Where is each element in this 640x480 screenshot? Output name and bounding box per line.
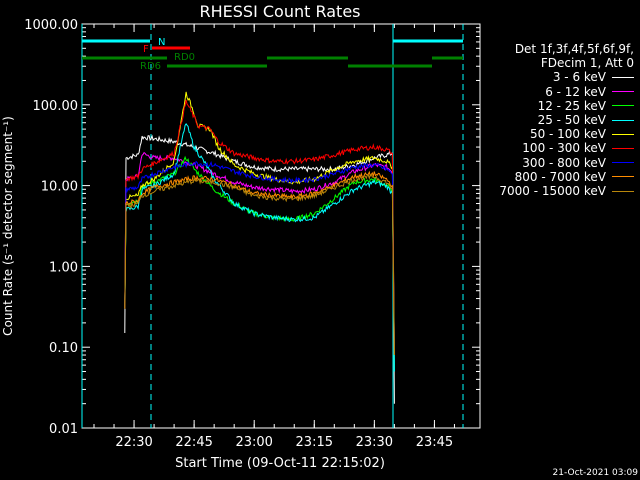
legend-item: 100 - 300 keV — [486, 141, 634, 155]
state-label: RD0 — [174, 52, 195, 63]
legend-swatch — [612, 133, 634, 135]
series-group — [124, 91, 395, 404]
state-label: F — [143, 44, 149, 55]
x-tick-label: 23:00 — [235, 435, 272, 450]
legend-swatch — [612, 105, 634, 107]
y-tick-label: 1.00 — [49, 260, 78, 275]
legend-swatch — [612, 190, 634, 192]
legend-item: 300 - 800 keV — [486, 156, 634, 170]
legend-label: 25 - 50 keV — [537, 113, 606, 128]
legend-item: 3 - 6 keV — [486, 70, 634, 84]
series-line-5 — [124, 99, 395, 356]
x-tick-label: 23:30 — [356, 435, 393, 450]
legend-swatch — [612, 162, 634, 164]
legend-label: 7000 - 15000 keV — [499, 184, 606, 199]
y-tick-label: 100.00 — [33, 99, 79, 114]
y-tick-label: 0.10 — [49, 341, 78, 356]
legend-swatch — [612, 148, 634, 150]
x-tick-label: 22:30 — [115, 435, 152, 450]
legend-label: 300 - 800 keV — [522, 155, 606, 170]
legend-swatch — [612, 176, 634, 178]
series-line-7 — [124, 170, 395, 356]
x-tick-label: 23:45 — [416, 435, 453, 450]
legend-header-line1: Det 1f,3f,4f,5f,6f,9f, — [514, 42, 634, 56]
y-tick-label: 10.00 — [41, 180, 78, 195]
legend-item: 800 - 7000 keV — [486, 170, 634, 184]
chart-title: RHESSI Count Rates — [200, 2, 361, 21]
series-line-4 — [124, 91, 395, 356]
x-tick-label: 23:15 — [296, 435, 333, 450]
legend-item: 50 - 100 keV — [486, 127, 634, 141]
legend-swatch — [612, 119, 634, 121]
y-tick-label: 0.01 — [49, 422, 78, 437]
legend-rows: 3 - 6 keV 6 - 12 keV 12 - 25 keV 25 - 50 ke… — [486, 70, 634, 198]
legend-item: 12 - 25 keV — [486, 99, 634, 113]
x-axis: 22:30 22:45 23:00 23:15 23:30 23:45 — [93, 24, 455, 450]
attenuator-state-bars: NF RD0 RD6 — [81, 24, 464, 428]
state-label: RD6 — [140, 61, 161, 72]
legend-label: 800 - 7000 keV — [514, 169, 606, 184]
legend-swatch — [612, 77, 634, 78]
legend-item: 25 - 50 keV — [486, 113, 634, 127]
y-axis-label: Count Rate (s⁻¹ detector segment⁻¹) — [1, 116, 15, 336]
legend: Det 1f,3f,4f,5f,6f,9f, FDecim 1, Att 0 3… — [486, 42, 634, 198]
render-timestamp: 21-Oct-2021 03:09 — [552, 468, 638, 478]
x-tick-label: 22:45 — [175, 435, 212, 450]
legend-label: 100 - 300 keV — [522, 141, 606, 156]
y-minor-ticks — [82, 27, 480, 405]
legend-item: 7000 - 15000 keV — [486, 184, 634, 198]
legend-label: 6 - 12 keV — [545, 84, 606, 99]
series-line-3 — [124, 123, 395, 372]
series-line-6 — [124, 160, 395, 356]
y-axis: 1000.00 100.00 10.00 1.00 0.10 0.01 — [24, 18, 480, 437]
legend-swatch — [612, 91, 634, 93]
legend-label: 50 - 100 keV — [529, 127, 606, 142]
legend-header-line2: FDecim 1, Att 0 — [540, 56, 634, 71]
legend-item: 6 - 12 keV — [486, 85, 634, 99]
x-axis-label: Start Time (09-Oct-11 22:15:02) — [175, 456, 385, 471]
series-line-8 — [124, 173, 395, 356]
state-label: N — [158, 37, 165, 48]
legend-label: 3 - 6 keV — [552, 70, 606, 85]
series-line-0 — [124, 134, 395, 404]
plot-frame — [81, 23, 481, 429]
legend-label: 12 - 25 keV — [537, 98, 606, 113]
y-tick-label: 1000.00 — [24, 18, 78, 33]
